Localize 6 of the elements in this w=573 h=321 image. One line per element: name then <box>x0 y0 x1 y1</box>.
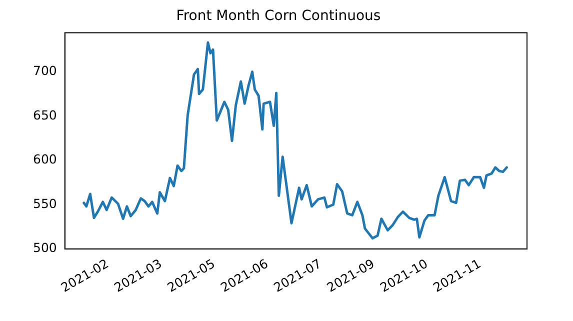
y-tick-label: 550 <box>33 196 57 211</box>
y-tick-label: 700 <box>33 63 57 78</box>
y-tick-label: 650 <box>33 107 57 122</box>
chart-title: Front Month Corn Continuous <box>176 8 381 24</box>
y-tick-label: 500 <box>33 240 57 256</box>
y-tick-label: 600 <box>33 152 57 167</box>
